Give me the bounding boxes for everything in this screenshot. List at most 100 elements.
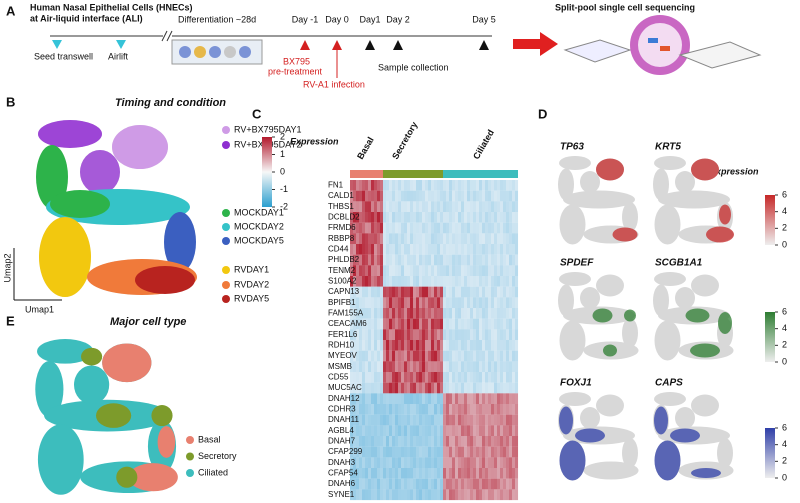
heatmap-cell (506, 286, 510, 298)
heatmap-cell (476, 350, 480, 362)
heatmap-cell (422, 201, 426, 213)
heatmap-cell (449, 436, 453, 447)
heatmap-cell (470, 446, 474, 458)
heatmap-cell (422, 404, 426, 415)
heatmap-cell (356, 265, 360, 277)
heatmap-cell (434, 286, 438, 298)
heatmap-cell (458, 265, 462, 277)
gene-label: CD44 (328, 244, 349, 253)
heatmap-cell (467, 222, 471, 234)
heatmap-cell (461, 468, 465, 479)
heatmap-cell (389, 190, 393, 202)
heatmap-cell (401, 340, 405, 351)
heatmap-cell (374, 201, 378, 213)
gene-label: DNAH6 (328, 479, 356, 488)
panel-label: B (6, 94, 15, 109)
heatmap-cell (479, 489, 483, 501)
heatmap-cell (482, 436, 486, 447)
heatmap-cell (515, 425, 519, 437)
heatmap-cell (401, 233, 405, 245)
heatmap-cell (512, 393, 516, 405)
gene-label: FER1L6 (328, 330, 358, 339)
heatmap-cell (419, 286, 423, 298)
heatmap-cell (503, 393, 507, 405)
heatmap-cell (416, 180, 420, 191)
heatmap-cell (398, 180, 402, 191)
heatmap-cell (485, 404, 489, 415)
heatmap-cell (458, 201, 462, 213)
gene-label: RDH10 (328, 340, 355, 349)
gene-label: CDHR3 (328, 404, 356, 413)
colorbar-tick-label: 0 (782, 239, 787, 249)
heatmap-cell (374, 212, 378, 223)
heatmap-cell (359, 254, 363, 266)
heatmap-cell (470, 457, 474, 469)
gene-label: MUC5AC (328, 383, 362, 392)
heatmap-cell (362, 222, 366, 234)
heatmap-cell (458, 489, 462, 501)
panel-label: C (252, 106, 262, 121)
heatmap-cell (461, 201, 465, 213)
heatmap-cell (383, 233, 387, 245)
heatmap-cell (413, 212, 417, 223)
heatmap-cell (467, 478, 471, 490)
heatmap-cell (482, 414, 486, 426)
heatmap-cell (455, 265, 459, 277)
heatmap-cell (410, 468, 414, 479)
heatmap-cell (374, 190, 378, 202)
heatmap-cell (425, 489, 429, 501)
heatmap-cell (449, 233, 453, 245)
heatmap-cell (512, 286, 516, 298)
heatmap-cell (368, 457, 372, 469)
umap (653, 272, 734, 361)
heatmap-cell (434, 254, 438, 266)
heatmap-cell (407, 446, 411, 458)
heatmap-cell (371, 222, 375, 234)
heatmap-cell (446, 489, 450, 501)
heatmap-cell (380, 350, 384, 362)
expression-hotspot (685, 308, 710, 323)
heatmap-cell (356, 436, 360, 447)
heatmap-cell (353, 297, 357, 309)
heatmap-cell (383, 318, 387, 330)
heatmap-cell (428, 329, 432, 341)
legend-label: RV+BX795DAY1 (234, 124, 301, 134)
heatmap-cell (428, 436, 432, 447)
heatmap-cell (464, 222, 468, 234)
heatmap-cell (473, 404, 477, 415)
heatmap-cell (470, 244, 474, 255)
heatmap-cell (506, 489, 510, 501)
heatmap-cell (509, 276, 513, 287)
colorbar-tick-label: 6 (782, 189, 787, 199)
day-label: Day 0 (325, 14, 349, 24)
heatmap-cell (416, 404, 420, 415)
heatmap-cell (407, 190, 411, 202)
heatmap-cell (515, 350, 519, 362)
heatmap-cell (434, 276, 438, 287)
heatmap-cell (515, 382, 519, 394)
heatmap-cell (440, 436, 444, 447)
heatmap-cell (380, 457, 384, 469)
heatmap-cell (452, 489, 456, 501)
heatmap-cell (416, 297, 420, 309)
heatmap-cell (461, 244, 465, 255)
heatmap-cell (482, 190, 486, 202)
heatmap-cell (467, 414, 471, 426)
heatmap-cell (377, 201, 381, 213)
heatmap-cell (446, 201, 450, 213)
heatmap-cell (350, 425, 354, 437)
heatmap-cell (506, 350, 510, 362)
heatmap-cell (380, 286, 384, 298)
heatmap-cell (488, 350, 492, 362)
heatmap-cell (377, 393, 381, 405)
heatmap-cell (386, 393, 390, 405)
heatmap-cell (434, 190, 438, 202)
heatmap-cell (434, 244, 438, 255)
heatmap-cell (389, 276, 393, 287)
heatmap-cell (410, 382, 414, 394)
heatmap-cell (350, 382, 354, 394)
cell-type-strip (383, 170, 443, 178)
heatmap-cell (350, 286, 354, 298)
heatmap-cell (470, 308, 474, 319)
heatmap-cell (485, 478, 489, 490)
